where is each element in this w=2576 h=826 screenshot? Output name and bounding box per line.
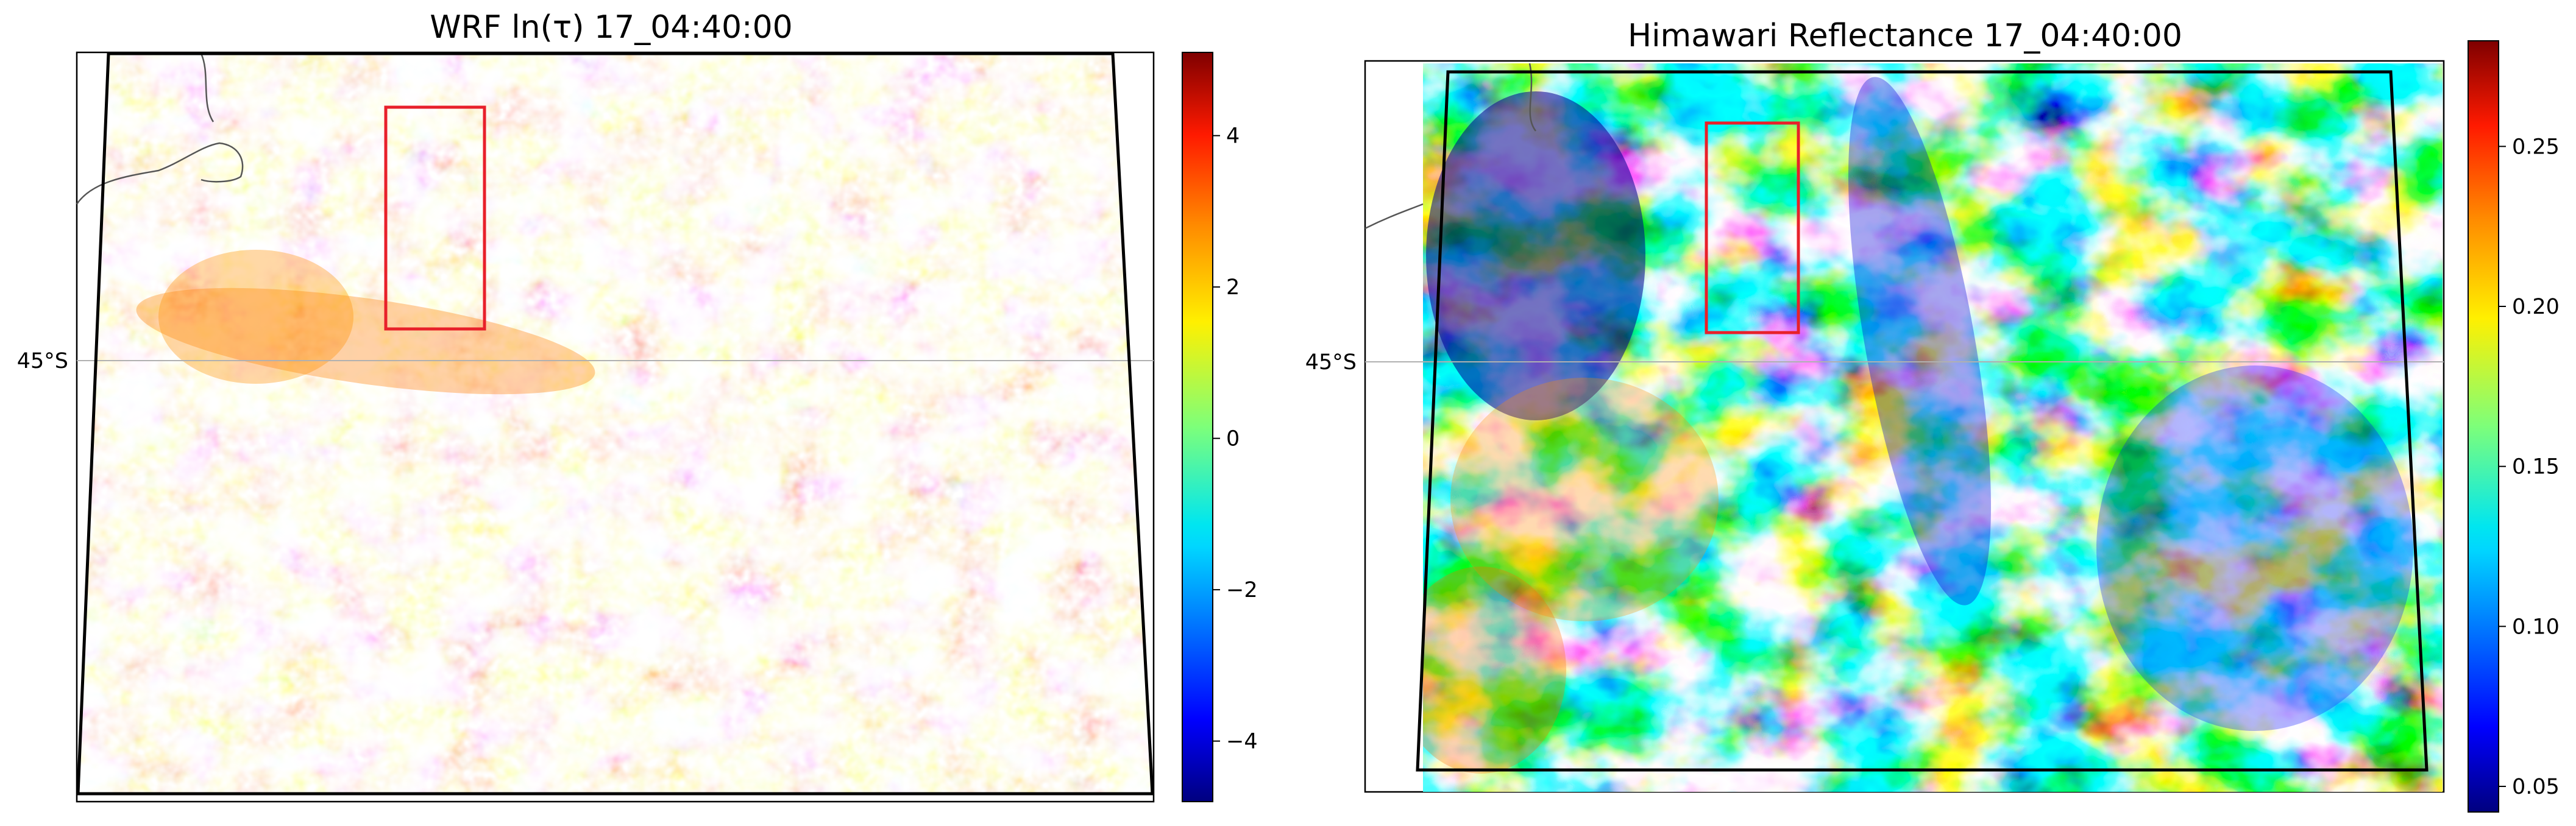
colorbar-tick-label: 0.10	[2512, 615, 2560, 639]
colorbar-tick-label: 0.20	[2512, 295, 2560, 319]
colorbar-gradient	[2468, 40, 2499, 813]
colorbar: −4 −2 0 2 4	[1182, 52, 1258, 802]
colorbar-tick-label: 4	[1226, 124, 1240, 149]
colorbar-ticks: −4 −2 0 2 4	[1213, 124, 1258, 754]
latitude-label: 45°S	[1305, 350, 1357, 375]
colorbar-tick-label: −4	[1226, 730, 1258, 754]
colorbar-tick-label: 0.25	[2512, 135, 2560, 159]
colorbar-tick-label: 0.05	[2512, 775, 2560, 799]
colorbar: 0.05 0.10 0.15 0.20 0.25	[2468, 40, 2560, 813]
panel-himawari: Himawari Reflectance 17_04:40:00 45°S 0.…	[1305, 18, 2560, 813]
colorbar-tick-label: 0	[1226, 427, 1240, 451]
colorbar-gradient	[1182, 52, 1213, 802]
domain-boundary	[76, 52, 1154, 796]
subregion-box	[1705, 121, 1800, 334]
subregion-box	[384, 105, 486, 331]
colorbar-tick-label: −2	[1226, 578, 1258, 602]
reflectance-field	[1423, 63, 2443, 792]
panel-title: Himawari Reflectance 17_04:40:00	[1628, 18, 2182, 54]
latitude-label: 45°S	[17, 349, 68, 373]
coastline	[76, 53, 244, 205]
colorbar-tick-label: 0.15	[2512, 455, 2560, 479]
domain-boundary	[1416, 70, 2429, 772]
panel-wrf: WRF ln(τ) 17_04:40:00 45°S −4 −2 0 2 4	[17, 9, 1258, 803]
colorbar-tick-label: 2	[1226, 275, 1240, 300]
optical-depth-field	[78, 54, 1152, 794]
panel-title: WRF ln(τ) 17_04:40:00	[430, 9, 793, 46]
colorbar-ticks: 0.05 0.10 0.15 0.20 0.25	[2499, 135, 2560, 799]
